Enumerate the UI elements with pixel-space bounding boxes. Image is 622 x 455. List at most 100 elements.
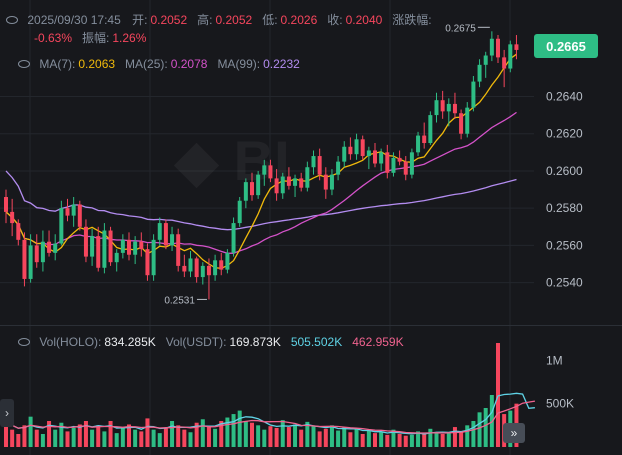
candle-body	[225, 252, 230, 270]
eye-icon[interactable]	[18, 337, 30, 346]
candle-body	[336, 161, 341, 175]
ma7-value: 0.2063	[78, 57, 116, 71]
candle-body	[286, 176, 291, 186]
eye-icon[interactable]	[18, 59, 30, 68]
candle-body	[10, 211, 15, 224]
volume-bar	[16, 434, 21, 447]
candle-body	[354, 139, 359, 155]
volume-bar	[188, 432, 193, 447]
volume-bar	[206, 427, 211, 447]
ohlc-row-2: -0.63% 振幅: 1.26%	[34, 29, 156, 46]
candle-body	[231, 223, 236, 253]
candle-body	[434, 100, 439, 116]
fast-forward-icon[interactable]: »	[503, 423, 525, 443]
candle-body	[243, 182, 248, 201]
eye-icon[interactable]	[6, 15, 18, 24]
candle-body	[465, 107, 470, 134]
candle-body	[360, 139, 365, 157]
price-tick-label: 0.2620	[546, 127, 583, 141]
volume-bar	[250, 422, 254, 447]
open-value: 0.2052	[150, 13, 188, 27]
volume-bar	[280, 420, 285, 447]
amplitude-label: 振幅:	[82, 31, 110, 45]
volume-bar	[317, 431, 322, 447]
candle-body	[139, 241, 144, 250]
candle-body	[127, 239, 131, 255]
candle-body	[483, 55, 488, 65]
candle-body	[299, 178, 304, 188]
ma25-value: 0.2078	[170, 57, 208, 71]
candle-body	[262, 165, 267, 175]
low-value: 0.2026	[280, 13, 318, 27]
volume-bar	[71, 427, 76, 447]
volume-bar	[428, 428, 433, 447]
candle-body	[53, 243, 58, 253]
price-tick-label: 0.2640	[546, 89, 583, 103]
price-axis: 0.2640 0.2620 0.2600 0.2580 0.2560 0.2540	[546, 89, 583, 289]
candle-body	[151, 239, 156, 276]
candle-body	[342, 146, 347, 162]
change-label: 涨跌幅:	[392, 13, 432, 27]
volume-bar	[262, 429, 267, 447]
volume-bar	[379, 432, 384, 447]
candle-body	[250, 182, 254, 196]
volume-bar	[274, 427, 279, 447]
candle-body	[47, 241, 52, 253]
candle-body	[163, 223, 168, 246]
price-tick-label: 0.2580	[546, 201, 583, 215]
candle-body	[59, 208, 64, 244]
volume-bar	[182, 429, 187, 447]
candle-body	[22, 239, 27, 279]
volume-bar	[59, 422, 64, 447]
candle-body	[213, 260, 218, 276]
high-value: 0.2052	[215, 13, 253, 27]
candle-body	[83, 226, 88, 257]
candle-body	[28, 245, 33, 279]
volume-bar	[446, 433, 451, 447]
volume-bar	[90, 429, 95, 447]
volume-bar	[102, 431, 107, 447]
candle-body	[90, 236, 95, 257]
chevron-left-icon[interactable]: ›	[0, 399, 14, 427]
volume-bar	[286, 427, 291, 447]
volume-bar	[342, 427, 347, 447]
change-value: -0.63%	[34, 31, 73, 45]
ma7-line	[5, 53, 517, 269]
volume-bar	[385, 434, 390, 447]
high-marker-label: 0.2675	[445, 23, 476, 34]
candle-body	[305, 167, 310, 188]
candle-body	[102, 230, 107, 268]
watermark-logo: ◆ BI	[173, 129, 290, 192]
volume-bar	[465, 425, 470, 447]
volume-bar	[434, 432, 439, 447]
candle-body	[145, 249, 150, 276]
candle-body	[34, 245, 39, 263]
ma25-label: MA(25):	[125, 57, 168, 71]
candle-body	[471, 81, 476, 108]
bar-date: 2025/09/30 17:45	[27, 13, 121, 27]
candle-body	[514, 44, 519, 50]
candle-body	[274, 178, 279, 194]
volume-bar	[65, 431, 70, 447]
candle-body	[508, 44, 513, 69]
volume-bar	[366, 430, 371, 447]
vol-ma2-value: 462.959K	[352, 335, 404, 349]
volume-bars	[4, 343, 519, 447]
candle-body	[120, 239, 125, 253]
volume-bar	[219, 421, 224, 447]
candle-body	[293, 178, 298, 186]
candle-body	[311, 156, 316, 168]
volume-bar	[243, 421, 248, 447]
candle-body	[157, 223, 162, 240]
volume-bar	[329, 425, 334, 447]
candle-body	[416, 135, 421, 153]
volume-bar	[213, 428, 218, 447]
volume-ma-lines	[5, 392, 536, 435]
volume-bar	[157, 433, 162, 447]
volume-bar	[459, 431, 464, 447]
volume-bar	[151, 429, 156, 447]
volume-bar	[114, 433, 119, 447]
volume-bar	[299, 429, 304, 447]
candle-body	[440, 100, 445, 112]
